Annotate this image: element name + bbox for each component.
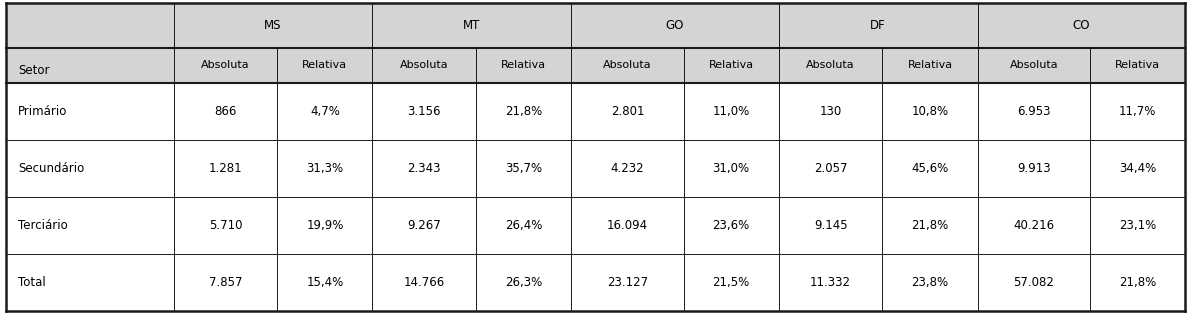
Text: 6.953: 6.953 — [1017, 105, 1050, 118]
Bar — [6, 254, 1185, 311]
Text: 45,6%: 45,6% — [911, 162, 949, 175]
Text: 23,6%: 23,6% — [712, 219, 750, 232]
Bar — [6, 140, 1185, 197]
Text: 21,8%: 21,8% — [911, 219, 949, 232]
Text: MT: MT — [463, 19, 481, 32]
Text: DF: DF — [871, 19, 886, 32]
Text: Absoluta: Absoluta — [201, 61, 250, 70]
Text: 23,8%: 23,8% — [911, 276, 948, 289]
Text: 2.057: 2.057 — [813, 162, 847, 175]
Text: 3.156: 3.156 — [407, 105, 441, 118]
Text: 57.082: 57.082 — [1014, 276, 1054, 289]
Text: 866: 866 — [214, 105, 237, 118]
Text: 2.343: 2.343 — [407, 162, 441, 175]
Text: 2.801: 2.801 — [611, 105, 644, 118]
Text: 21,8%: 21,8% — [505, 105, 542, 118]
Text: Relativa: Relativa — [501, 61, 547, 70]
Text: 11,0%: 11,0% — [712, 105, 750, 118]
Text: MS: MS — [264, 19, 282, 32]
Text: 10,8%: 10,8% — [911, 105, 948, 118]
Text: 35,7%: 35,7% — [505, 162, 542, 175]
Text: Relativa: Relativa — [303, 61, 348, 70]
Text: 5.710: 5.710 — [208, 219, 242, 232]
Text: 11,7%: 11,7% — [1118, 105, 1156, 118]
Text: 1.281: 1.281 — [208, 162, 242, 175]
Text: Relativa: Relativa — [709, 61, 754, 70]
Text: Absoluta: Absoluta — [603, 61, 651, 70]
Text: Total: Total — [18, 276, 45, 289]
Text: 31,3%: 31,3% — [306, 162, 343, 175]
Text: Absoluta: Absoluta — [1010, 61, 1058, 70]
Text: 31,0%: 31,0% — [712, 162, 749, 175]
Text: 21,8%: 21,8% — [1118, 276, 1156, 289]
Text: 34,4%: 34,4% — [1118, 162, 1156, 175]
Bar — [6, 197, 1185, 254]
Text: GO: GO — [666, 19, 685, 32]
Text: 130: 130 — [819, 105, 842, 118]
Bar — [174, 3, 1185, 48]
Text: 11.332: 11.332 — [810, 276, 852, 289]
Text: 19,9%: 19,9% — [306, 219, 343, 232]
Text: 23.127: 23.127 — [607, 276, 648, 289]
Text: 9.145: 9.145 — [813, 219, 848, 232]
Text: 15,4%: 15,4% — [306, 276, 343, 289]
Text: 16.094: 16.094 — [607, 219, 648, 232]
Text: Secundário: Secundário — [18, 162, 85, 175]
Text: 4,7%: 4,7% — [310, 105, 339, 118]
Text: Primário: Primário — [18, 105, 67, 118]
Text: 23,1%: 23,1% — [1118, 219, 1156, 232]
Text: 14.766: 14.766 — [404, 276, 445, 289]
Bar — [174, 48, 1185, 83]
Text: 7.857: 7.857 — [208, 276, 242, 289]
Text: Setor: Setor — [18, 64, 49, 77]
Text: 40.216: 40.216 — [1014, 219, 1054, 232]
Text: Terciário: Terciário — [18, 219, 68, 232]
Text: 21,5%: 21,5% — [712, 276, 750, 289]
Text: Absoluta: Absoluta — [400, 61, 449, 70]
Bar — [6, 3, 174, 83]
Text: Relativa: Relativa — [908, 61, 953, 70]
Text: 4.232: 4.232 — [611, 162, 644, 175]
Text: 9.267: 9.267 — [407, 219, 441, 232]
Text: CO: CO — [1073, 19, 1090, 32]
Text: Relativa: Relativa — [1115, 61, 1160, 70]
Text: 26,4%: 26,4% — [505, 219, 542, 232]
Text: Absoluta: Absoluta — [806, 61, 855, 70]
Bar — [6, 83, 1185, 140]
Text: 26,3%: 26,3% — [505, 276, 542, 289]
Text: 9.913: 9.913 — [1017, 162, 1050, 175]
